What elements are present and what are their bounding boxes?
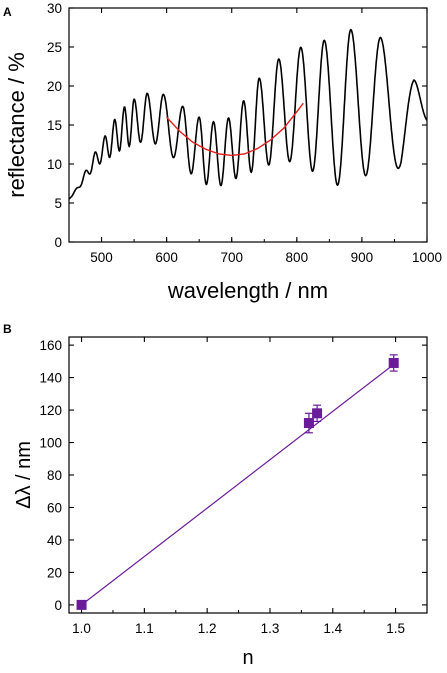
y-tick-label-b: 0: [54, 598, 62, 613]
data-points-b: [76, 354, 399, 610]
x-tick-label-a: 900: [351, 250, 374, 265]
y-tick-label-a: 0: [54, 235, 62, 250]
y-tick-labels-a: 0 5 10 15 20 25 30: [47, 1, 62, 250]
y-tick-label-b: 140: [39, 371, 62, 386]
y-tick-label-a: 25: [47, 40, 62, 55]
y-tick-label-b: 100: [39, 436, 62, 451]
y-tick-label-a: 30: [47, 1, 62, 16]
x-tick-label-a: 800: [286, 250, 309, 265]
y-tick-label-a: 10: [47, 157, 62, 172]
x-tick-label-b: 1.2: [198, 621, 217, 636]
plot-frame-b: [68, 336, 428, 614]
x-tick-labels-b: 1.0 1.1 1.2 1.3 1.4 1.5: [72, 621, 405, 636]
ticks-a: [68, 7, 428, 243]
y-tick-label-b: 160: [39, 338, 62, 353]
y-axis-title-b: Δλ / nm: [13, 441, 35, 509]
y-tick-label-b: 20: [47, 565, 62, 580]
reflectance-series: [68, 28, 428, 200]
y-axis-title-a: reflectance / %: [4, 52, 29, 198]
y-tick-label-a: 15: [47, 118, 62, 133]
x-tick-labels-a: 500 600 700 800 900 1000: [90, 250, 442, 265]
y-tick-label-a: 5: [54, 196, 62, 211]
x-tick-label-b: 1.3: [261, 621, 280, 636]
x-tick-label-a: 600: [155, 250, 178, 265]
x-tick-label-b: 1.1: [135, 621, 154, 636]
data-point-marker: [76, 599, 87, 610]
x-tick-label-b: 1.4: [323, 621, 342, 636]
chart-panel-a: A 500 600 700 800 900 1000 0 5 10 15 20 25 30 wavel…: [3, 1, 442, 303]
x-axis-title-a: wavelength / nm: [167, 278, 328, 303]
y-tick-labels-b: 0 20 40 60 80 100 120 140 160: [39, 338, 62, 613]
linear-fit-line: [81, 362, 396, 606]
chart-panel-b: B 1.0 1.1 1.2 1.3 1.4 1.5 0 20 40 60 80 100 120 140 1…: [3, 322, 428, 669]
y-tick-label-b: 80: [47, 468, 62, 483]
y-tick-label-b: 40: [47, 533, 62, 548]
envelope-fit-series: [166, 102, 304, 157]
x-axis-title-b: n: [242, 647, 253, 669]
data-point-marker: [388, 357, 399, 368]
data-point-marker: [303, 418, 314, 429]
x-tick-label-a: 500: [90, 250, 113, 265]
x-tick-label-a: 700: [220, 250, 243, 265]
panel-label-b: B: [3, 322, 12, 336]
y-tick-label-b: 120: [39, 403, 62, 418]
x-tick-label-b: 1.5: [386, 621, 405, 636]
x-tick-label-a: 1000: [412, 250, 442, 265]
y-tick-label-a: 20: [47, 79, 62, 94]
panel-label-a: A: [3, 5, 12, 19]
x-tick-label-b: 1.0: [72, 621, 91, 636]
ticks-b: [69, 337, 427, 613]
data-point-marker: [312, 408, 323, 419]
y-tick-label-b: 60: [47, 500, 62, 515]
